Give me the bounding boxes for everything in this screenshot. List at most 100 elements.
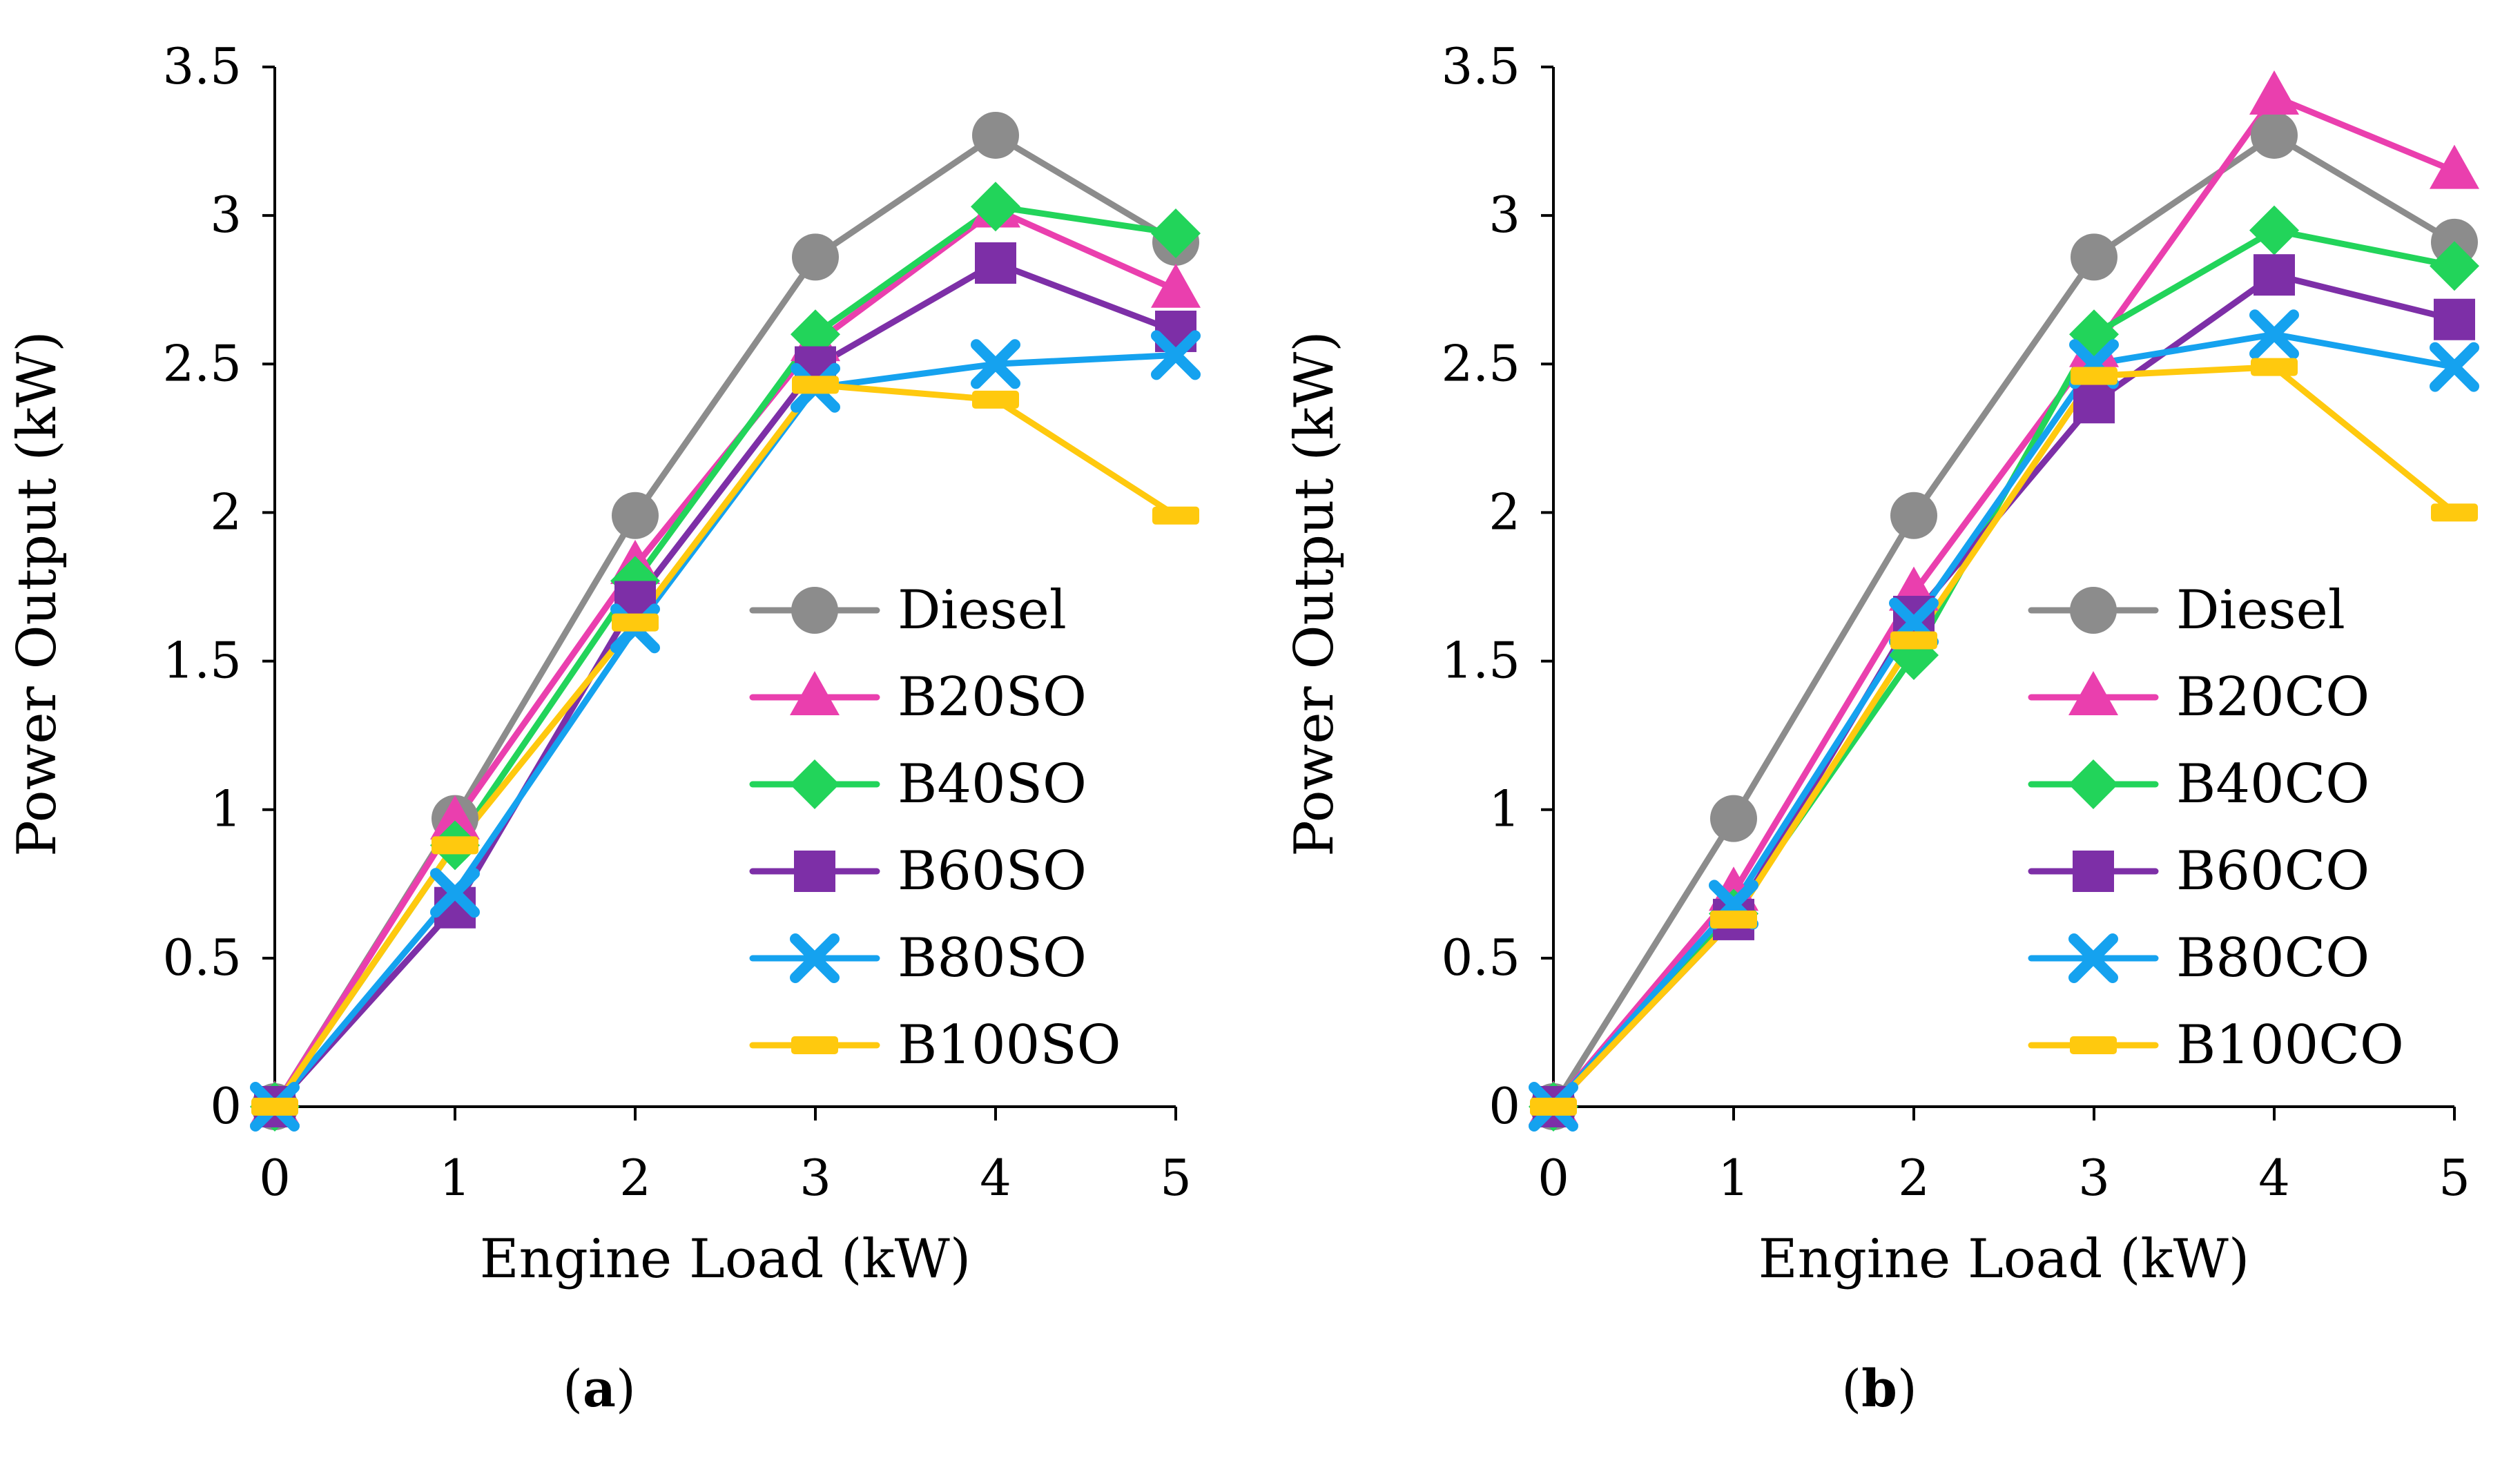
legend-label-b60co: B60CO xyxy=(2176,840,2369,902)
legend: Diesel B20CO B40CO B60CO B80CO B100CO xyxy=(2028,579,2404,1076)
legend-label-b40so: B40SO xyxy=(898,753,1087,815)
legend-label-b100co: B100CO xyxy=(2176,1014,2404,1076)
data-point-b20co xyxy=(2430,144,2479,189)
data-point-b80so xyxy=(971,339,1020,389)
legend-marker-b20so xyxy=(790,671,840,715)
x-tick-label: 4 xyxy=(2258,1149,2290,1207)
y-tick-label: 1.5 xyxy=(1441,632,1520,690)
legend-marker-b100so xyxy=(791,1036,838,1054)
chart-panel-a: 0 0.5 1 1.5 2 2.5 3 3.5 0 1 2 3 4 5 Engine Load (kW) Po… xyxy=(6,37,1201,1419)
legend-label-diesel: Diesel xyxy=(2176,579,2345,641)
series-line-b80so xyxy=(271,351,1179,1110)
data-point-b20co xyxy=(2249,70,2299,115)
data-point-b100co xyxy=(1710,910,1757,929)
legend-marker-diesel xyxy=(2070,587,2117,634)
y-tick-label: 2 xyxy=(210,483,242,541)
series-line-b80co xyxy=(1550,331,2458,1110)
data-point-b40co xyxy=(2249,205,2299,255)
data-point-diesel xyxy=(2071,233,2117,281)
y-tick-label: 3 xyxy=(1489,186,1520,244)
y-tick-label: 0 xyxy=(1489,1077,1520,1135)
data-point-b80so xyxy=(430,868,480,918)
data-point-b60so xyxy=(975,242,1016,284)
data-point-diesel xyxy=(1890,492,1937,539)
panel-caption-b: (b) xyxy=(1841,1359,1917,1419)
data-point-b100so xyxy=(972,390,1019,409)
x-tick-label: 1 xyxy=(439,1149,471,1207)
data-point-b80co xyxy=(2249,309,2299,360)
y-tick-label: 1 xyxy=(210,780,242,838)
legend-label-b80so: B80SO xyxy=(898,927,1087,989)
legend: Diesel B20SO B40SO B60SO B80SO B100SO xyxy=(749,579,1121,1076)
data-point-b100so xyxy=(792,376,839,394)
x-axis-title: Engine Load (kW) xyxy=(480,1228,971,1290)
x-tick-label: 0 xyxy=(259,1149,291,1207)
legend-marker-b80co xyxy=(2068,933,2118,983)
y-tick-label: 0.5 xyxy=(162,929,242,987)
legend-label-b40co: B40CO xyxy=(2176,753,2369,815)
data-point-diesel xyxy=(2251,111,2298,159)
x-axis-title: Engine Load (kW) xyxy=(1758,1228,2250,1290)
y-tick-label: 3.5 xyxy=(1441,37,1520,95)
data-point-b100so xyxy=(1152,506,1199,525)
y-tick-label: 1 xyxy=(1489,780,1520,838)
series-line-b100so xyxy=(271,381,1179,1110)
x-tick-label: 1 xyxy=(1718,1149,1750,1207)
legend-label-b20co: B20CO xyxy=(2176,666,2369,728)
data-point-b20so xyxy=(1151,263,1201,308)
legend-marker-b60so xyxy=(794,851,835,892)
data-point-diesel xyxy=(1710,795,1757,842)
panel-caption-letter: a xyxy=(583,1359,616,1419)
data-point-b100so xyxy=(251,1098,298,1116)
data-point-b60co xyxy=(2254,254,2295,296)
series-line-b60so xyxy=(271,260,1179,1110)
legend-marker-diesel xyxy=(791,587,838,634)
y-axis-title: Power Output (kW) xyxy=(6,331,68,856)
y-tick-label: 3 xyxy=(210,186,242,244)
data-point-b100so xyxy=(432,836,478,855)
y-tick-label: 2.5 xyxy=(162,334,242,392)
data-point-b100so xyxy=(612,613,659,632)
legend-marker-b20co xyxy=(2068,671,2118,715)
data-point-b40so xyxy=(1151,208,1201,258)
series-line-b20co xyxy=(1550,93,2458,1110)
y-axis-title: Power Output (kW) xyxy=(1283,331,1346,856)
y-tick-label: 2.5 xyxy=(1441,334,1520,392)
y-tick-label: 0.5 xyxy=(1441,929,1520,987)
legend-marker-b100co xyxy=(2070,1036,2117,1054)
data-point-b40so xyxy=(971,182,1020,232)
x-tick-label: 5 xyxy=(1160,1149,1192,1207)
legend-marker-b40so xyxy=(790,759,840,809)
x-tick-label: 3 xyxy=(2078,1149,2110,1207)
x-tick-label: 2 xyxy=(1898,1149,1930,1207)
data-point-diesel xyxy=(972,111,1019,159)
panel-caption-letter: b xyxy=(1861,1359,1897,1419)
x-tick-label: 5 xyxy=(2439,1149,2470,1207)
data-point-b100co xyxy=(1530,1098,1577,1116)
x-tick-label: 3 xyxy=(799,1149,831,1207)
data-point-b100co xyxy=(2251,358,2298,376)
legend-marker-b80so xyxy=(790,933,840,983)
y-tick-label: 2 xyxy=(1489,483,1520,541)
x-tick-label: 4 xyxy=(980,1149,1011,1207)
data-point-b100co xyxy=(2431,503,2478,522)
legend-label-b60so: B60SO xyxy=(898,840,1087,902)
legend-marker-b40co xyxy=(2068,759,2118,809)
y-tick-label: 0 xyxy=(210,1077,242,1135)
legend-label-diesel: Diesel xyxy=(898,579,1067,641)
data-point-b40co xyxy=(2430,241,2479,291)
legend-label-b80co: B80CO xyxy=(2176,927,2369,989)
data-point-b100co xyxy=(2071,367,2117,385)
data-point-b100co xyxy=(1890,631,1937,650)
data-point-b20so xyxy=(430,795,480,840)
y-tick-label: 1.5 xyxy=(162,632,242,690)
data-point-b60co xyxy=(2434,298,2475,340)
data-point-diesel xyxy=(792,233,839,281)
series-line-diesel xyxy=(1550,132,2458,1110)
data-point-b80so xyxy=(1151,330,1201,380)
data-point-b60co xyxy=(2073,382,2115,424)
chart-panel-b: 0 0.5 1 1.5 2 2.5 3 3.5 0 1 2 3 4 5 Engine Load (kW) Po… xyxy=(1283,37,2479,1419)
y-tick-label: 3.5 xyxy=(162,37,242,95)
data-point-diesel xyxy=(612,492,659,539)
